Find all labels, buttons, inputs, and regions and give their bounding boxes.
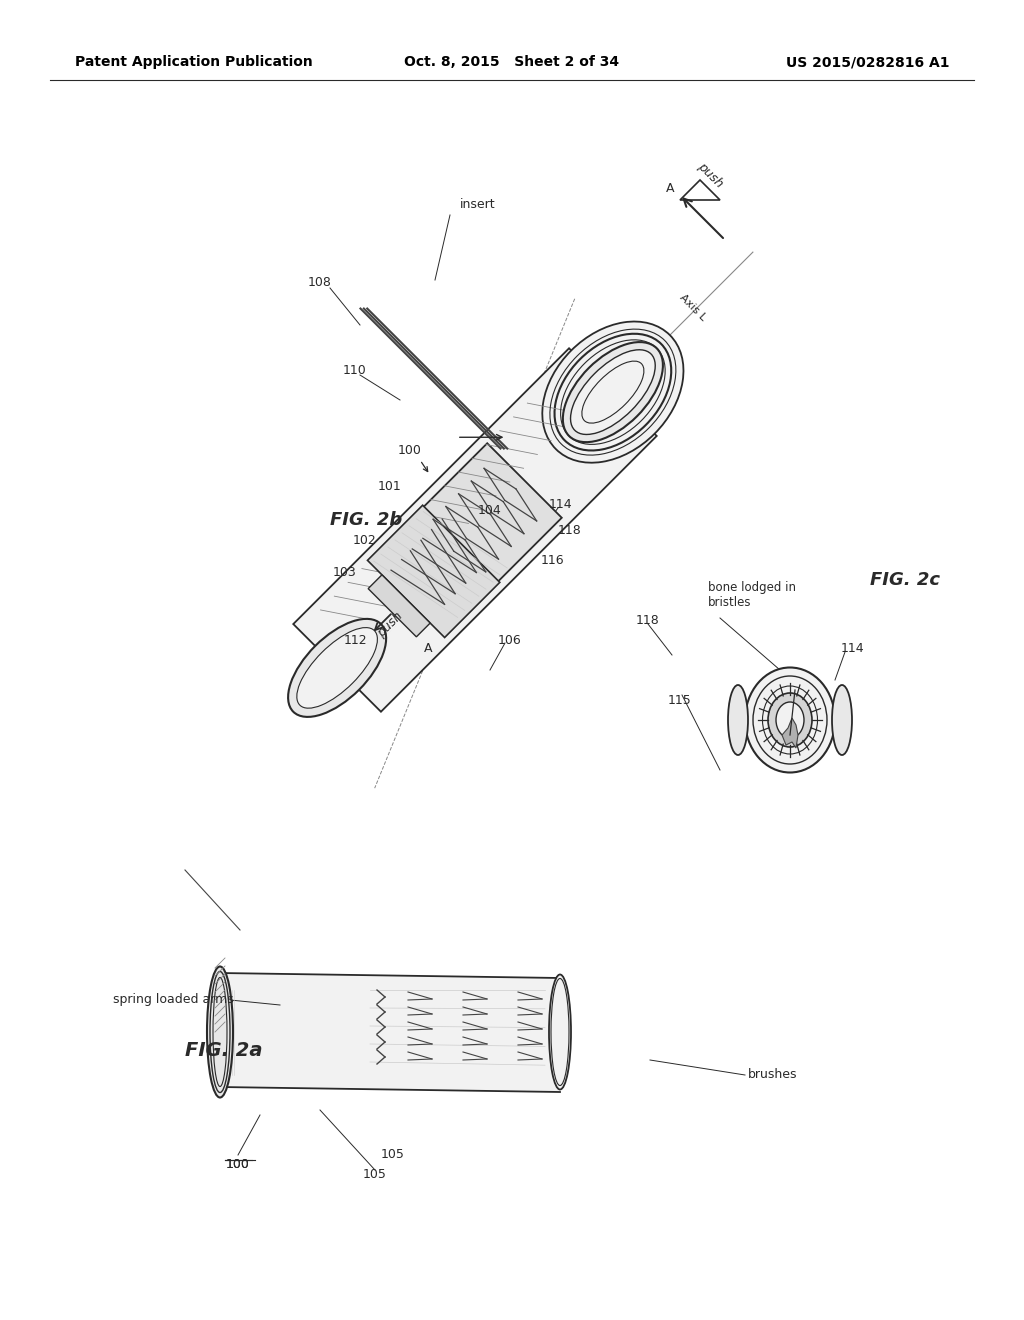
Text: 106: 106: [498, 634, 522, 647]
Text: Patent Application Publication: Patent Application Publication: [75, 55, 312, 69]
Text: US 2015/0282816 A1: US 2015/0282816 A1: [786, 55, 950, 69]
Text: 105: 105: [381, 1148, 404, 1162]
Text: brushes: brushes: [748, 1068, 798, 1081]
Ellipse shape: [543, 322, 683, 463]
Text: spring loaded arms: spring loaded arms: [113, 994, 233, 1006]
Ellipse shape: [555, 334, 672, 450]
Text: 112: 112: [343, 634, 367, 647]
Polygon shape: [293, 348, 656, 711]
Text: 118: 118: [558, 524, 582, 536]
Ellipse shape: [776, 702, 804, 738]
Text: push: push: [695, 160, 725, 190]
Text: FIG. 2b: FIG. 2b: [330, 511, 402, 529]
Text: 103: 103: [333, 565, 357, 578]
Text: 100: 100: [226, 1159, 250, 1172]
Text: 102: 102: [353, 533, 377, 546]
Polygon shape: [782, 718, 798, 748]
Ellipse shape: [297, 627, 378, 709]
Text: 110: 110: [343, 363, 367, 376]
Ellipse shape: [582, 362, 644, 424]
Ellipse shape: [563, 342, 663, 442]
Text: 116: 116: [541, 553, 564, 566]
Text: 105: 105: [364, 1168, 387, 1181]
Ellipse shape: [288, 619, 386, 717]
Ellipse shape: [753, 676, 827, 764]
Polygon shape: [410, 444, 562, 595]
Ellipse shape: [570, 350, 655, 434]
Ellipse shape: [831, 685, 852, 755]
Text: bone lodged in
bristles: bone lodged in bristles: [708, 581, 796, 609]
Text: 114: 114: [840, 642, 864, 655]
Ellipse shape: [728, 685, 748, 755]
Ellipse shape: [768, 693, 812, 747]
Text: 108: 108: [308, 276, 332, 289]
Text: 100: 100: [398, 444, 422, 457]
Polygon shape: [368, 506, 500, 638]
Text: 115: 115: [668, 693, 692, 706]
Polygon shape: [220, 973, 560, 1092]
Text: push: push: [375, 610, 406, 640]
Ellipse shape: [549, 974, 571, 1089]
Text: Axis L: Axis L: [678, 292, 708, 322]
Ellipse shape: [763, 686, 817, 754]
Ellipse shape: [207, 966, 233, 1097]
Polygon shape: [369, 574, 430, 636]
Text: 104: 104: [478, 503, 502, 516]
Text: Oct. 8, 2015   Sheet 2 of 34: Oct. 8, 2015 Sheet 2 of 34: [404, 55, 620, 69]
Ellipse shape: [745, 668, 835, 772]
Text: 118: 118: [636, 614, 659, 627]
Text: 100: 100: [226, 1159, 250, 1172]
Text: A: A: [424, 642, 432, 655]
Text: FIG. 2c: FIG. 2c: [870, 572, 940, 589]
Text: insert: insert: [460, 198, 496, 211]
Text: 101: 101: [378, 480, 401, 494]
Text: 114: 114: [548, 499, 571, 511]
Text: A: A: [666, 181, 674, 194]
Text: FIG. 2a: FIG. 2a: [185, 1040, 262, 1060]
